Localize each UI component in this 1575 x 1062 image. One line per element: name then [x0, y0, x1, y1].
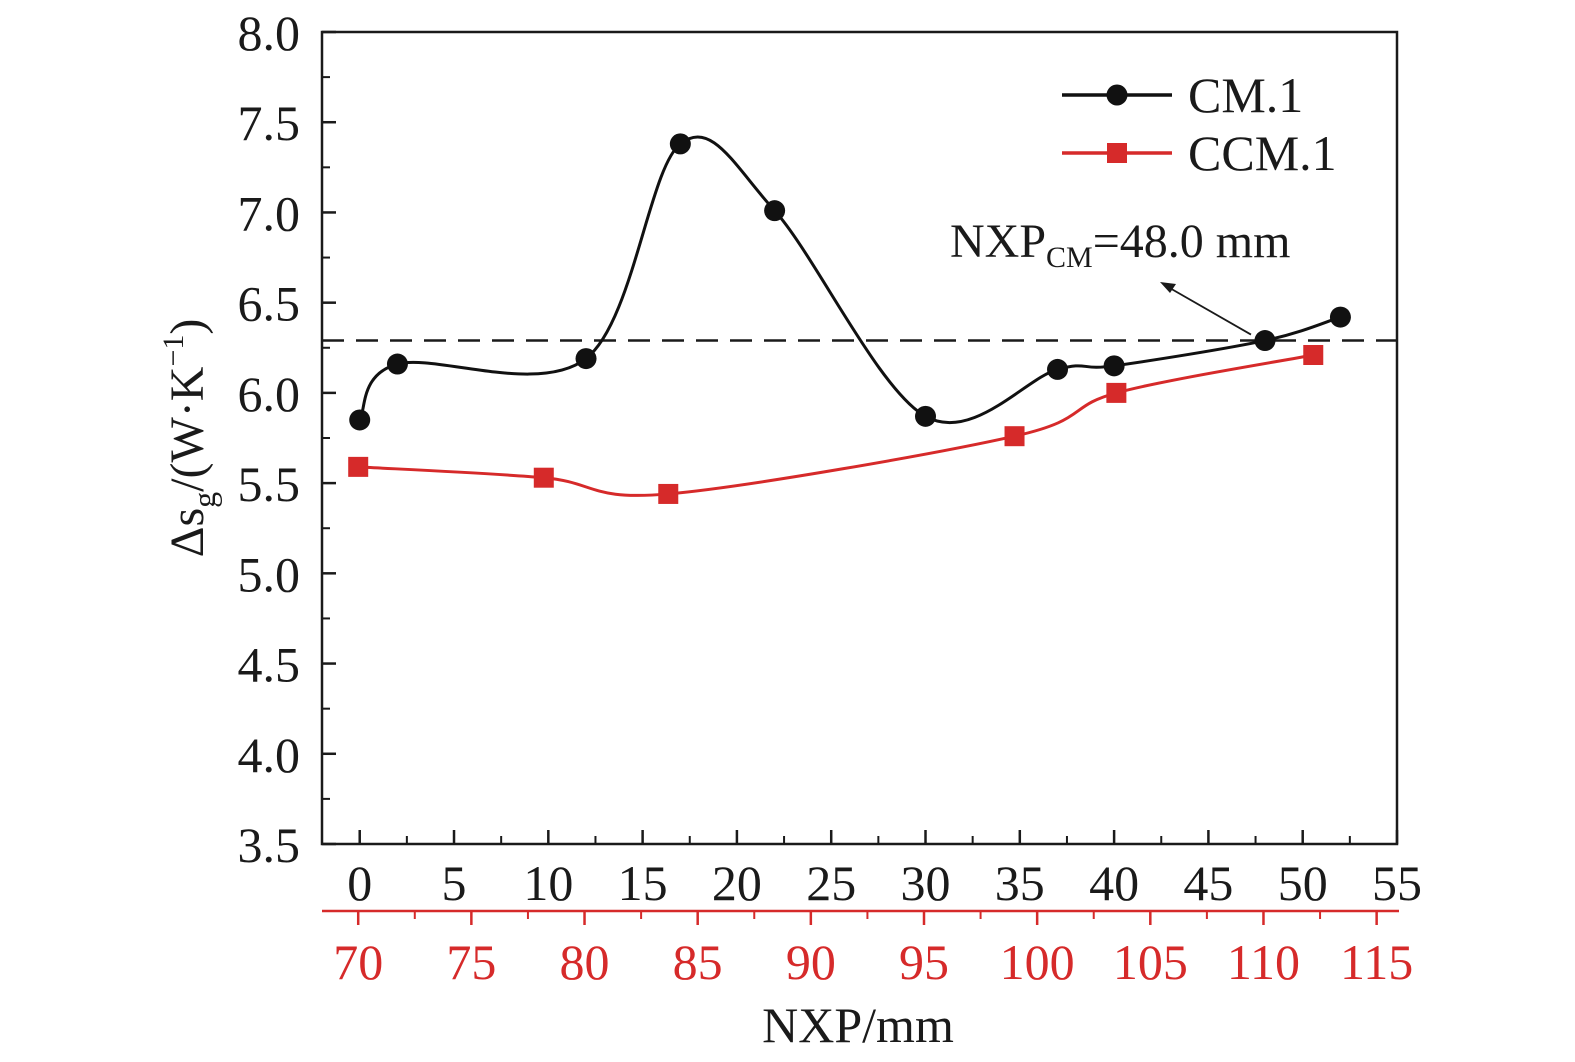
y-tick-label: 4.5: [238, 637, 301, 693]
x-tick-label: 5: [442, 855, 467, 911]
x-tick-label: 30: [901, 855, 951, 911]
y-axis-label-superscript: −1: [157, 335, 190, 367]
data-point-square: [1303, 344, 1324, 365]
x-tick-label: 45: [1183, 855, 1233, 911]
data-point-square: [1004, 426, 1025, 447]
x-tick-label: 10: [523, 855, 573, 911]
legend-label: CCM.1: [1188, 125, 1337, 181]
y-tick-label: 4.0: [238, 727, 301, 783]
x-tick-label: 25: [806, 855, 856, 911]
secondary-x-tick-label: 90: [786, 934, 836, 990]
y-tick-label: 6.0: [238, 366, 301, 422]
data-point-circle: [1103, 355, 1125, 377]
secondary-x-tick-label: 110: [1227, 934, 1300, 990]
x-tick-label: 20: [712, 855, 762, 911]
data-point-square: [1106, 382, 1127, 403]
data-point-circle: [1047, 358, 1069, 380]
secondary-x-tick-label: 115: [1340, 934, 1413, 990]
data-point-square: [658, 483, 679, 504]
x-tick-label: 50: [1278, 855, 1328, 911]
secondary-x-tick-label: 105: [1113, 934, 1188, 990]
legend-marker-circle: [1106, 84, 1128, 106]
y-tick-label: 3.5: [238, 817, 301, 873]
annotation-text: NXP: [950, 215, 1046, 268]
data-point-circle: [349, 409, 371, 431]
x-tick-label: 40: [1089, 855, 1139, 911]
annotation-arrow-head: [1160, 282, 1176, 293]
secondary-x-tick-label: 80: [560, 934, 610, 990]
secondary-x-tick-label: 70: [333, 934, 383, 990]
y-axis-label: Δsg/(W·K−1): [157, 319, 222, 558]
data-point-circle: [764, 200, 786, 222]
data-point-square: [348, 456, 369, 477]
data-point-circle: [386, 353, 408, 375]
series-group: [348, 133, 1351, 504]
secondary-x-tick-label: 85: [673, 934, 723, 990]
annotation-value: =48.0 mm: [1093, 215, 1291, 268]
x-tick-label: 35: [995, 855, 1045, 911]
data-point-square: [533, 467, 554, 488]
annotation-group: NXPCM=48.0 mm: [950, 215, 1290, 336]
annotation-label: NXPCM=48.0 mm: [950, 215, 1290, 274]
x-axis-label: NXP/mm: [762, 997, 954, 1053]
y-tick-label: 8.0: [238, 5, 301, 61]
legend-marker-square: [1107, 143, 1127, 163]
y-tick-label: 7.0: [238, 185, 301, 241]
y-axis-label-symbol: Δs: [161, 508, 214, 558]
y-axis-label-close: ): [161, 319, 214, 335]
data-point-circle: [1329, 306, 1351, 328]
y-tick-label: 5.0: [238, 546, 301, 602]
y-tick-label: 6.5: [238, 276, 301, 332]
legend-label: CM.1: [1188, 67, 1303, 123]
secondary-x-tick-label: 95: [899, 934, 949, 990]
data-point-circle: [1254, 330, 1276, 352]
y-tick-label: 5.5: [238, 456, 301, 512]
x-tick-label: 15: [618, 855, 668, 911]
axes-group: 3.5 4.0 4.5 5.0 5.5 6.0 6.5 7.0 7.5 8.0 Δsg/(W·K−1…: [157, 5, 1422, 1053]
y-axis-label-subscript: g: [186, 492, 222, 508]
data-point-circle: [575, 348, 597, 370]
series-line-ccm-1: [358, 353, 1314, 497]
x-tick-label: 0: [347, 855, 372, 911]
x-tick-label: 55: [1372, 855, 1422, 911]
secondary-x-tick-label: 100: [1000, 934, 1075, 990]
data-point-circle: [915, 405, 937, 427]
series-line-cm-1: [358, 135, 1341, 425]
y-tick-label: 7.5: [238, 95, 301, 151]
y-axis-label-unit: /(W·K: [161, 366, 214, 492]
annotation-arrow-line: [1167, 286, 1252, 336]
data-point-circle: [669, 133, 691, 155]
annotation-subscript: CM: [1046, 241, 1093, 274]
secondary-x-tick-label: 75: [446, 934, 496, 990]
